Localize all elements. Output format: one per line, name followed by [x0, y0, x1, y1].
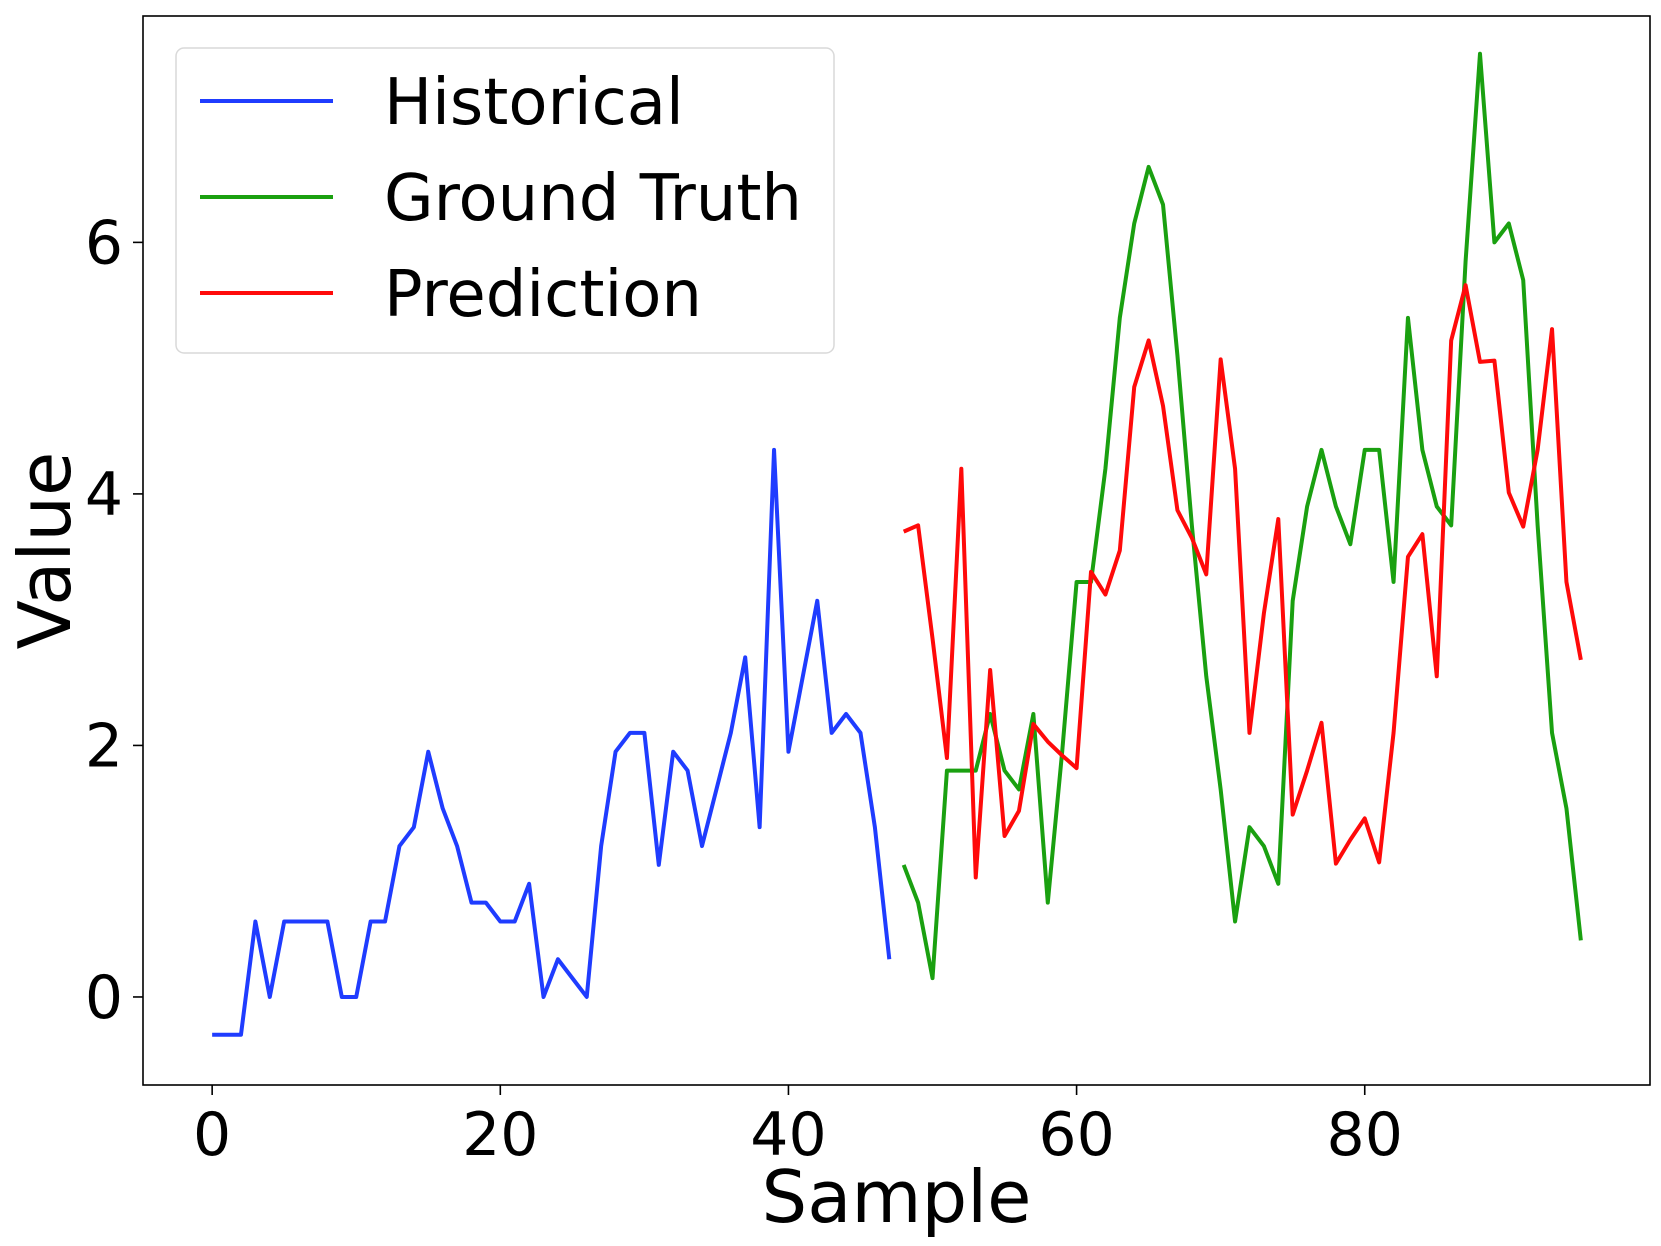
x-tick-label: 80	[1327, 1100, 1403, 1170]
plot-frame	[142, 15, 1651, 1086]
series-line-historical	[212, 447, 892, 1037]
y-tick-label: 2	[85, 711, 123, 781]
series-line-prediction	[902, 283, 1583, 880]
legend-label-historical: Historical	[384, 66, 684, 140]
legend: Historical Ground Truth Prediction	[175, 47, 835, 354]
legend-box	[175, 47, 835, 354]
x-tick-label: 0	[193, 1100, 231, 1170]
y-tick-label: 0	[85, 963, 123, 1033]
legend-label-ground-truth: Ground Truth	[384, 162, 802, 236]
y-tick-label: 6	[85, 208, 123, 278]
series-layer	[212, 51, 1583, 1037]
x-axis-label: Sample	[762, 1155, 1032, 1239]
y-tick-label: 4	[85, 460, 123, 530]
y-axis-label: Value	[3, 452, 87, 650]
x-tick-label: 20	[462, 1100, 538, 1170]
ticks-layer: 0 20 40 60 80 0 2 4 6	[85, 208, 1403, 1170]
x-tick-label: 40	[750, 1100, 826, 1170]
legend-label-prediction: Prediction	[384, 258, 702, 332]
x-tick-label: 60	[1038, 1100, 1114, 1170]
series-line-ground-truth	[901, 51, 1583, 981]
